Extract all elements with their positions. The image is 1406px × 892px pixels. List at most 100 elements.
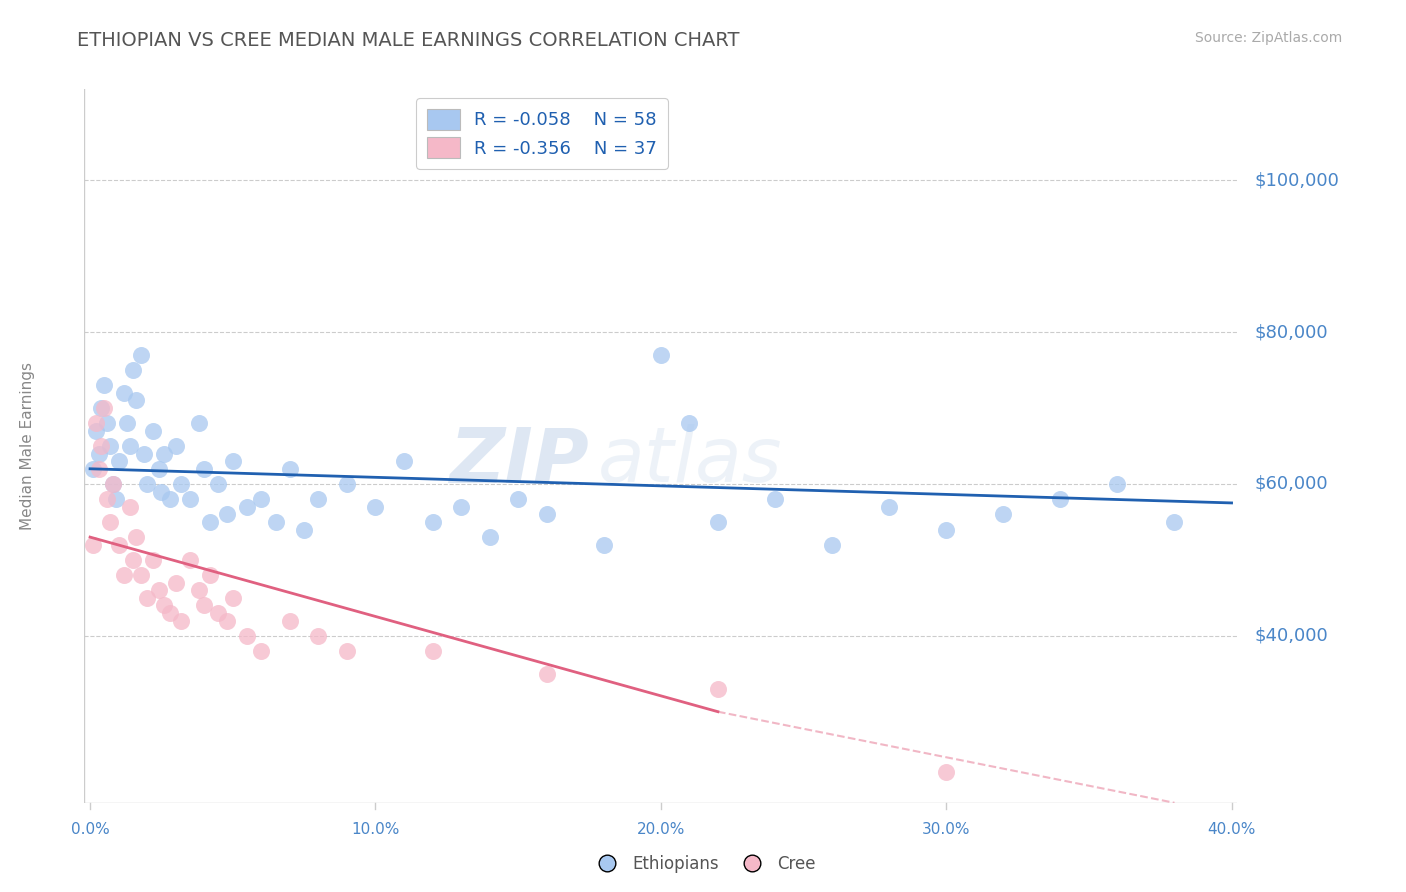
- Point: [478, 530, 501, 544]
- Point: [112, 568, 135, 582]
- Point: [877, 500, 900, 514]
- Point: [98, 439, 121, 453]
- Text: $40,000: $40,000: [1254, 627, 1329, 645]
- Point: [993, 508, 1015, 522]
- Text: ETHIOPIAN VS CREE MEDIAN MALE EARNINGS CORRELATION CHART: ETHIOPIAN VS CREE MEDIAN MALE EARNINGS C…: [77, 31, 740, 50]
- Point: [236, 629, 259, 643]
- Point: [536, 508, 558, 522]
- Point: [122, 553, 145, 567]
- Point: [1049, 492, 1071, 507]
- Point: [93, 401, 115, 415]
- Point: [165, 439, 187, 453]
- Point: [707, 515, 730, 529]
- Point: [179, 492, 201, 507]
- Point: [159, 606, 181, 620]
- Point: [592, 538, 614, 552]
- Point: [278, 614, 301, 628]
- Point: [87, 462, 110, 476]
- Point: [207, 477, 229, 491]
- Text: 0.0%: 0.0%: [70, 822, 110, 837]
- Text: $100,000: $100,000: [1254, 171, 1340, 189]
- Point: [84, 416, 107, 430]
- Point: [264, 515, 287, 529]
- Point: [153, 447, 176, 461]
- Point: [136, 477, 159, 491]
- Point: [118, 500, 141, 514]
- Point: [153, 599, 176, 613]
- Point: [422, 515, 444, 529]
- Legend: Ethiopians, Cree: Ethiopians, Cree: [583, 848, 823, 880]
- Point: [134, 447, 156, 461]
- Point: [193, 599, 215, 613]
- Point: [125, 530, 148, 544]
- Point: [763, 492, 786, 507]
- Point: [90, 439, 112, 453]
- Point: [165, 575, 187, 590]
- Point: [148, 583, 170, 598]
- Point: [292, 523, 315, 537]
- Text: $60,000: $60,000: [1254, 475, 1329, 493]
- Point: [84, 424, 107, 438]
- Point: [82, 462, 104, 476]
- Point: [450, 500, 472, 514]
- Point: [96, 416, 118, 430]
- Point: [118, 439, 141, 453]
- Point: [90, 401, 112, 415]
- Point: [198, 515, 221, 529]
- Point: [508, 492, 530, 507]
- Point: [179, 553, 201, 567]
- Point: [650, 348, 672, 362]
- Point: [198, 568, 221, 582]
- Point: [336, 644, 359, 658]
- Point: [122, 363, 145, 377]
- Point: [96, 492, 118, 507]
- Point: [93, 378, 115, 392]
- Point: [150, 484, 173, 499]
- Point: [131, 568, 153, 582]
- Point: [422, 644, 444, 658]
- Point: [364, 500, 387, 514]
- Point: [148, 462, 170, 476]
- Text: ZIP: ZIP: [450, 425, 589, 499]
- Point: [215, 614, 238, 628]
- Point: [193, 462, 215, 476]
- Point: [87, 447, 110, 461]
- Point: [250, 492, 273, 507]
- Text: Source: ZipAtlas.com: Source: ZipAtlas.com: [1195, 31, 1343, 45]
- Point: [107, 454, 129, 468]
- Point: [678, 416, 700, 430]
- Point: [336, 477, 359, 491]
- Text: $80,000: $80,000: [1254, 323, 1329, 341]
- Point: [159, 492, 181, 507]
- Point: [107, 538, 129, 552]
- Point: [104, 492, 127, 507]
- Point: [207, 606, 229, 620]
- Point: [131, 348, 153, 362]
- Point: [278, 462, 301, 476]
- Point: [112, 385, 135, 400]
- Text: Median Male Earnings: Median Male Earnings: [20, 362, 35, 530]
- Point: [142, 553, 165, 567]
- Point: [935, 523, 957, 537]
- Point: [307, 492, 329, 507]
- Text: 20.0%: 20.0%: [637, 822, 685, 837]
- Point: [307, 629, 329, 643]
- Point: [187, 416, 209, 430]
- Point: [187, 583, 209, 598]
- Point: [392, 454, 415, 468]
- Point: [170, 477, 193, 491]
- Point: [1163, 515, 1185, 529]
- Text: 30.0%: 30.0%: [922, 822, 970, 837]
- Point: [82, 538, 104, 552]
- Point: [215, 508, 238, 522]
- Point: [1107, 477, 1129, 491]
- Point: [536, 666, 558, 681]
- Point: [222, 591, 245, 605]
- Point: [170, 614, 193, 628]
- Point: [125, 393, 148, 408]
- Text: atlas: atlas: [598, 425, 783, 499]
- Text: 10.0%: 10.0%: [352, 822, 399, 837]
- Point: [222, 454, 245, 468]
- Point: [250, 644, 273, 658]
- Point: [98, 515, 121, 529]
